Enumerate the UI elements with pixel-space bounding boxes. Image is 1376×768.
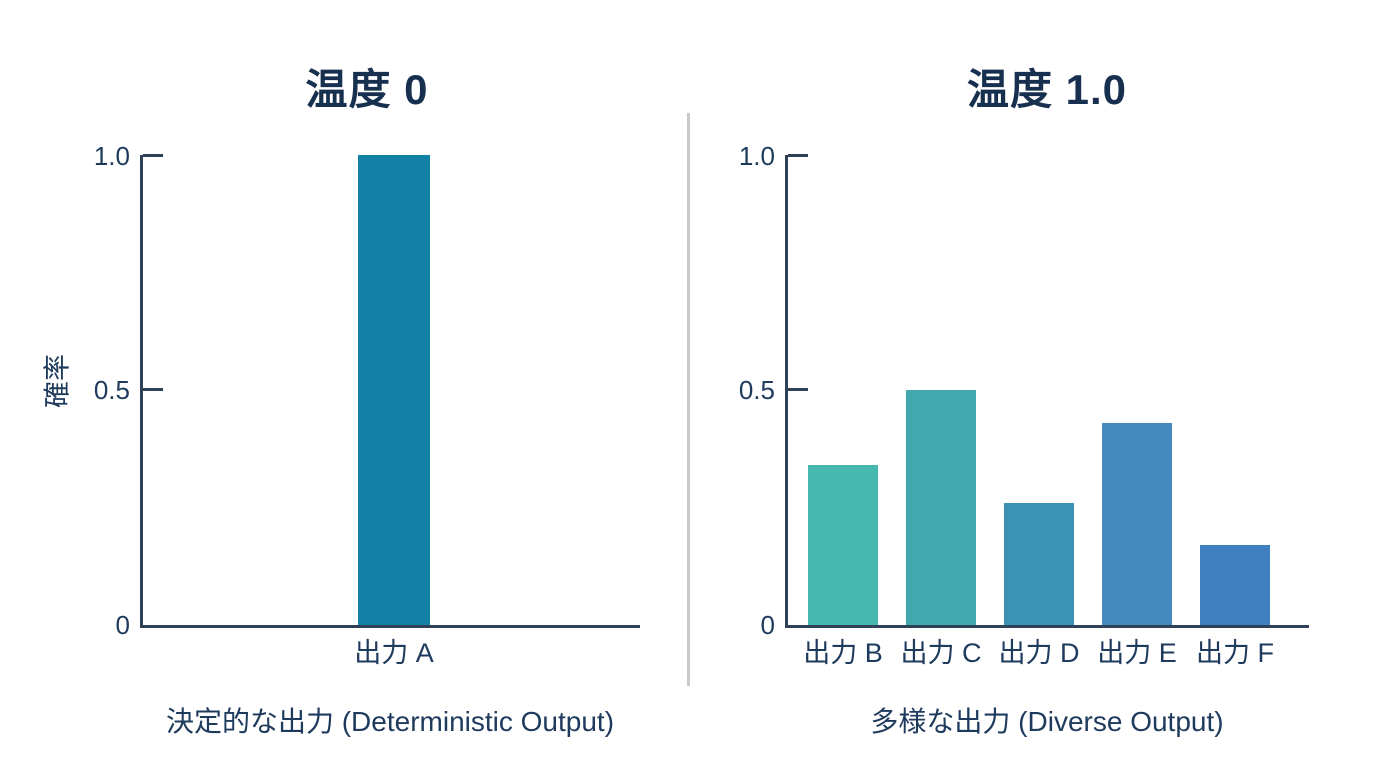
right-chart-title: 温度 1.0 <box>966 66 1128 113</box>
bar-出力 E <box>1102 422 1172 625</box>
x-category-label: 出力 E <box>1097 638 1177 668</box>
x-category-label: 出力 B <box>803 638 883 668</box>
left-chart-caption: 決定的な出力 (Deterministic Output) <box>165 706 615 737</box>
right-chart-plot-area: 1.0 0.5 0 出力 B 出力 C 出力 D 出力 E 出力 F <box>739 143 1309 667</box>
bar-出力 D <box>1004 502 1074 625</box>
left-y-axis-label: 確率 <box>42 353 73 408</box>
x-category-label: 出力 D <box>998 638 1080 668</box>
left-chart-title: 温度 0 <box>305 66 429 113</box>
panel-divider <box>687 113 690 686</box>
right-y-tick-label-0_5: 0.5 <box>738 375 775 405</box>
right-y-tick-mark-1_0 <box>788 154 808 157</box>
right-y-tick-label-0: 0 <box>760 610 775 640</box>
left-y-tick-label-0_5: 0.5 <box>93 375 130 405</box>
left-y-tick-mark-0_5 <box>143 388 163 391</box>
right-y-tick-mark-0_5 <box>788 388 808 391</box>
bar-出力 B <box>808 465 878 625</box>
bar-出力 A <box>358 155 430 625</box>
left-y-tick-label-1_0: 1.0 <box>93 141 130 171</box>
left-y-tick-mark-1_0 <box>143 154 163 157</box>
left-y-tick-label-0: 0 <box>115 610 130 640</box>
x-category-label: 出力 C <box>900 638 982 668</box>
bar-出力 C <box>906 390 976 625</box>
right-y-tick-label-1_0: 1.0 <box>738 141 775 171</box>
bar-出力 F <box>1200 545 1270 625</box>
left-chart-plot-area: 確率 1.0 0.5 0 出力 A <box>43 143 640 667</box>
x-category-label: 出力 A <box>354 638 434 668</box>
right-chart-caption: 多様な出力 (Diverse Output) <box>870 706 1224 737</box>
x-category-label: 出力 F <box>1196 638 1274 668</box>
